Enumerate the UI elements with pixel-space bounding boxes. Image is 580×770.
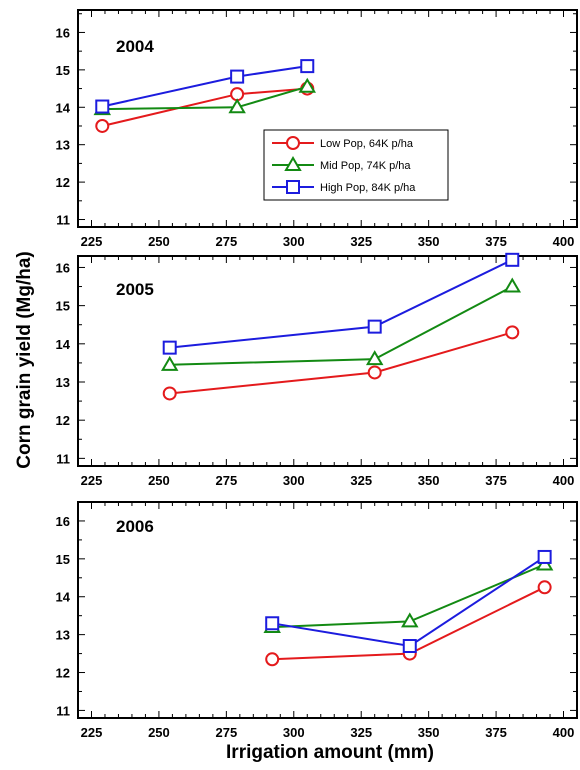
y-tick-label: 13 <box>56 628 70 643</box>
y-tick-label: 16 <box>56 25 70 40</box>
x-tick-label: 375 <box>485 234 507 249</box>
legend-marker-circle <box>286 136 300 150</box>
data-point-square <box>505 252 520 267</box>
data-point-square <box>162 340 177 355</box>
data-point-square <box>95 99 110 114</box>
x-tick-label: 325 <box>350 473 372 488</box>
data-point-triangle <box>365 350 384 366</box>
legend-marker-triangle <box>284 156 302 171</box>
data-point-triangle <box>298 77 317 93</box>
plot-frame <box>77 255 578 467</box>
data-point-circle <box>162 386 177 401</box>
y-tick-label: 16 <box>56 260 70 275</box>
legend-label: High Pop, 84K p/ha <box>320 182 416 194</box>
data-point-square <box>230 69 245 84</box>
y-tick-label: 14 <box>56 590 71 605</box>
x-tick-label: 275 <box>215 725 237 740</box>
y-tick-label: 12 <box>56 666 70 681</box>
data-point-square <box>402 639 417 653</box>
x-tick-label: 350 <box>418 473 440 488</box>
legend-label: Mid Pop, 74K p/ha <box>320 160 411 172</box>
plot-frame <box>77 501 578 719</box>
panel-2005: 225 250 275 300 325 350 375 400 11 12 13 14 15 16 2005 <box>56 252 578 488</box>
x-tick-label: 375 <box>485 473 507 488</box>
x-tick-label: 275 <box>215 473 237 488</box>
y-tick-label: 15 <box>56 299 70 314</box>
y-tick-label: 14 <box>56 100 71 115</box>
y-tick-label: 15 <box>56 552 70 567</box>
y-tick-label: 16 <box>56 514 70 529</box>
x-tick-label: 300 <box>283 234 305 249</box>
x-tick-label: 325 <box>350 725 372 740</box>
x-tick-label: 400 <box>553 473 575 488</box>
panel-title: 2005 <box>116 280 154 299</box>
data-point-circle <box>537 580 552 595</box>
legend-label: Low Pop, 64K p/ha <box>320 138 414 150</box>
data-point-triangle <box>160 355 179 371</box>
x-tick-label: 325 <box>350 234 372 249</box>
series-line-square <box>169 258 513 349</box>
series-line-square <box>272 556 546 648</box>
x-tick-label: 225 <box>81 725 103 740</box>
data-point-circle <box>505 325 520 340</box>
legend-marker-square <box>286 180 300 194</box>
series-line-square <box>102 65 308 108</box>
series-line-triangle <box>169 285 513 366</box>
plot-frame <box>77 9 578 228</box>
data-point-triangle <box>401 612 419 628</box>
data-point-circle <box>95 118 110 133</box>
x-tick-label: 250 <box>148 234 170 249</box>
panel-2004: 225 250 275 300 325 350 375 400 11 12 13 14 15 16 2004… <box>56 9 578 249</box>
x-tick-label: 250 <box>148 725 170 740</box>
y-tick-label: 13 <box>56 375 70 390</box>
x-tick-label: 300 <box>283 725 305 740</box>
data-point-square <box>367 319 382 334</box>
x-tick-label: 225 <box>81 234 103 249</box>
y-tick-label: 12 <box>56 175 70 190</box>
y-tick-label: 11 <box>56 213 70 228</box>
x-tick-label: 300 <box>283 473 305 488</box>
data-point-circle <box>367 365 382 380</box>
x-tick-label: 275 <box>215 234 237 249</box>
x-tick-label: 225 <box>81 473 103 488</box>
x-tick-label: 400 <box>553 725 575 740</box>
y-tick-label: 13 <box>56 138 70 153</box>
x-tick-label: 250 <box>148 473 170 488</box>
data-point-square <box>265 616 280 631</box>
data-point-square <box>537 549 552 564</box>
panel-2006: 225 250 275 300 325 350 375 400 11 12 13 14 15 16 2006 <box>56 501 578 740</box>
y-tick-label: 15 <box>56 63 70 78</box>
y-tick-label: 11 <box>56 703 70 718</box>
legend: Low Pop, 64K p/ha Mid Pop, 74K p/ha High P… <box>263 129 449 201</box>
x-tick-label: 350 <box>418 725 440 740</box>
panel-title: 2006 <box>116 517 154 536</box>
x-tick-label: 350 <box>418 234 440 249</box>
x-axis-title: Irrigation amount (mm) <box>226 742 434 763</box>
y-axis-title: Corn grain yield (Mg/ha) <box>14 251 35 468</box>
data-point-circle <box>265 652 280 667</box>
data-point-triangle <box>503 277 522 293</box>
panel-title: 2004 <box>116 37 154 56</box>
y-tick-label: 11 <box>56 451 70 466</box>
x-tick-label: 375 <box>485 725 507 740</box>
y-tick-label: 12 <box>56 413 70 428</box>
data-point-square <box>300 59 315 74</box>
data-point-triangle <box>228 98 246 114</box>
y-tick-label: 14 <box>56 337 71 352</box>
x-tick-label: 400 <box>553 234 575 249</box>
